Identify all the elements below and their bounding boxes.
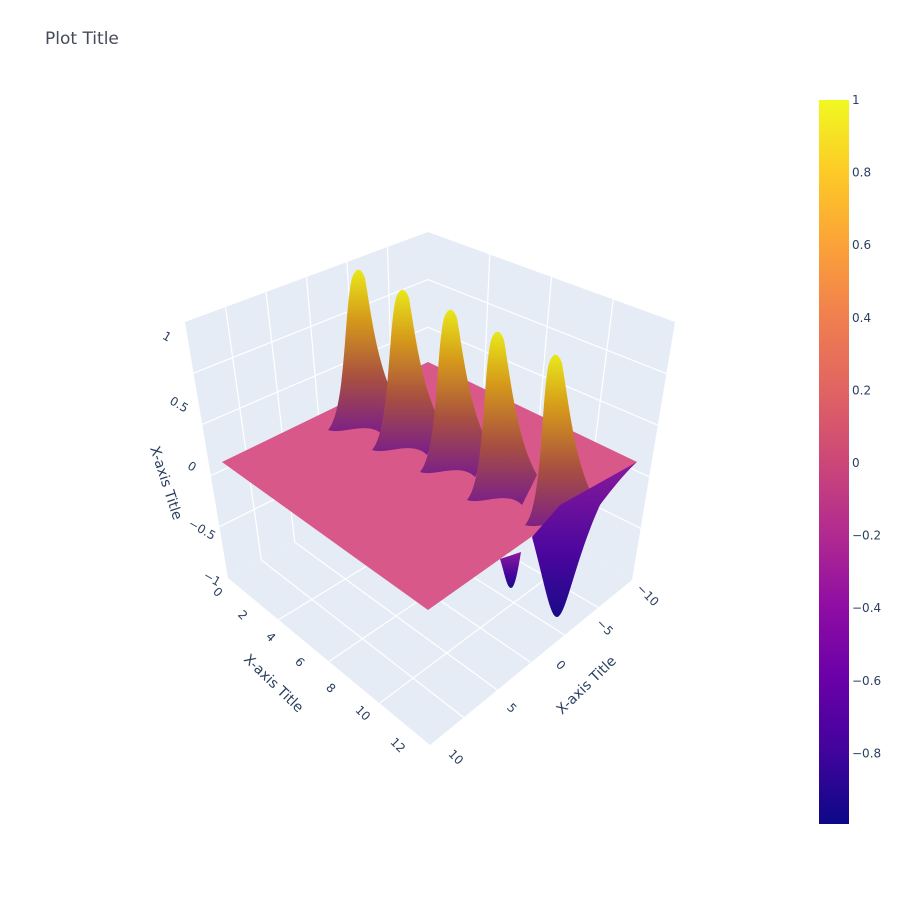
z-tick-label: 1	[160, 329, 174, 345]
colorbar-tick-label: −0.6	[852, 674, 881, 688]
peak-2	[372, 289, 442, 455]
grid-line	[224, 306, 262, 561]
peak-3	[420, 309, 490, 477]
colorbar-tick-label: 1	[852, 93, 860, 107]
peak-5	[525, 354, 595, 530]
x-tick-label: 10	[352, 703, 373, 724]
colorbar-ticks: 1 0.8 0.6 0.4 0.2 0 −0.2 −0.4 −0.6 −0.8	[852, 93, 881, 760]
colorbar-tick-label: 0	[852, 456, 860, 470]
peak-4	[467, 331, 537, 505]
colorbar-tick-label: −0.2	[852, 529, 881, 543]
x-tick-label: 2	[235, 608, 250, 623]
y-tick-label: −10	[634, 581, 662, 609]
colorbar-tick-label: 0.8	[852, 166, 871, 180]
x-tick-label: 6	[292, 655, 307, 670]
x-tick-label: 4	[263, 630, 278, 645]
x-tick-label: 12	[387, 735, 408, 756]
x-tick-label: 8	[323, 681, 338, 696]
y-tick-label: −5	[594, 616, 616, 638]
y-tick-label: 5	[504, 701, 519, 716]
plot-title: Plot Title	[45, 29, 119, 49]
colorbar	[819, 100, 849, 824]
trough-2	[532, 462, 637, 617]
z-tick-label: 0	[185, 459, 199, 475]
colorbar-tick-label: 0.4	[852, 311, 871, 325]
trough-1	[500, 552, 521, 588]
surface-plane	[222, 362, 637, 610]
colorbar-tick-label: 0.2	[852, 383, 871, 397]
y-tick-label: 10	[445, 747, 466, 768]
y-tick-label: 0	[553, 658, 568, 673]
colorbar-tick-label: −0.4	[852, 601, 881, 615]
peak-1	[328, 269, 398, 435]
surface-peaks	[328, 269, 595, 530]
z-tick-label: 0.5	[167, 394, 191, 416]
z-axis-title: X-axis Title	[146, 444, 185, 522]
colorbar-tick-label: 0.6	[852, 238, 871, 252]
colorbar-tick-label: −0.8	[852, 746, 881, 760]
z-tick-label: −0.5	[186, 516, 218, 543]
